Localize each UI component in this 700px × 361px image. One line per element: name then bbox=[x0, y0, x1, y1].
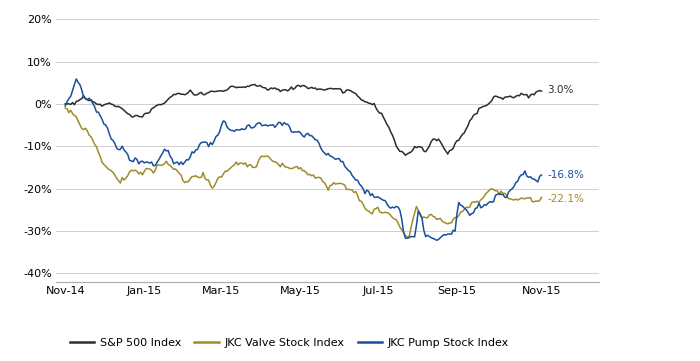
Text: -16.8%: -16.8% bbox=[547, 170, 584, 180]
Legend: S&P 500 Index, JKC Valve Stock Index, JKC Pump Stock Index: S&P 500 Index, JKC Valve Stock Index, JK… bbox=[65, 333, 513, 352]
Text: 3.0%: 3.0% bbox=[547, 85, 573, 95]
Text: -22.1%: -22.1% bbox=[547, 193, 584, 204]
